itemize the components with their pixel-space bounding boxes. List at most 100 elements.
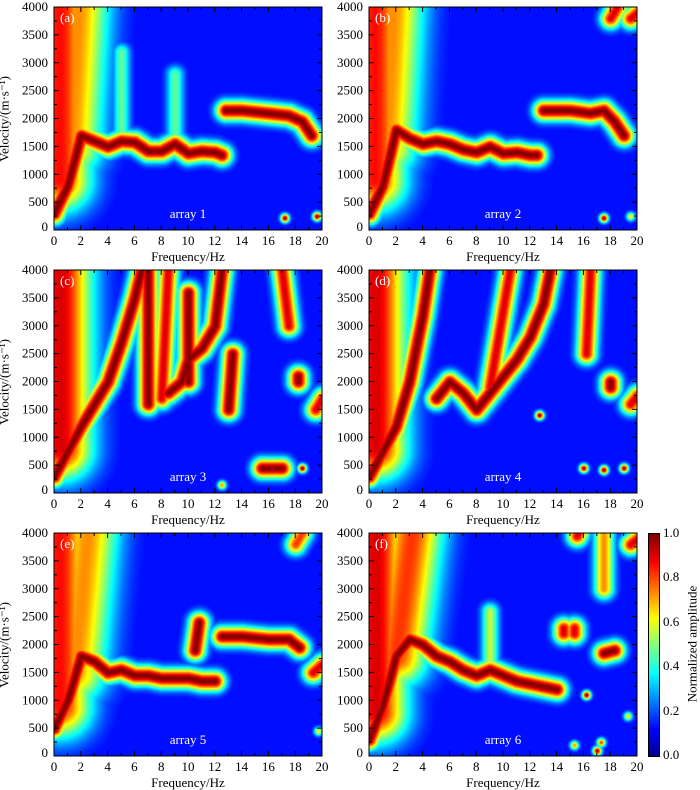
y-tick-label: 3000 — [22, 55, 48, 70]
heatmap-canvas — [369, 7, 637, 230]
y-tick-label: 2500 — [337, 609, 363, 624]
x-tick-label: 0 — [366, 496, 373, 511]
x-tick-label: 14 — [550, 759, 564, 774]
y-tick-label: 1000 — [337, 692, 363, 707]
x-tick-label: 18 — [604, 496, 617, 511]
x-tick-label: 18 — [604, 759, 617, 774]
x-tick-label: 16 — [577, 233, 591, 248]
x-tick-label: 20 — [316, 233, 329, 248]
y-tick-label: 0 — [357, 219, 364, 234]
x-tick-label: 0 — [51, 233, 58, 248]
y-tick-label: 3000 — [337, 318, 363, 333]
plot-frame — [368, 269, 638, 494]
y-tick-label: 4000 — [22, 525, 48, 540]
y-tick-label: 1000 — [22, 166, 48, 181]
x-tick-label: 4 — [419, 496, 426, 511]
x-tick-label: 2 — [78, 496, 85, 511]
y-tick-label: 2500 — [337, 83, 363, 98]
x-tick-label: 20 — [316, 496, 329, 511]
y-tick-label: 0 — [357, 482, 364, 497]
x-tick-label: 10 — [182, 496, 195, 511]
y-tick-label: 1500 — [337, 401, 363, 416]
x-tick-label: 20 — [631, 496, 644, 511]
x-tick-label: 6 — [131, 496, 138, 511]
y-tick-label: 1500 — [337, 664, 363, 679]
y-tick-label: 0 — [42, 482, 49, 497]
y-tick-label: 2500 — [22, 346, 48, 361]
y-tick-label: 1000 — [337, 429, 363, 444]
colorbar-tick-label: 1.0 — [663, 525, 680, 540]
colorbar-tick-label: 0.2 — [663, 702, 680, 718]
x-tick-label: 16 — [577, 759, 591, 774]
x-tick-label: 8 — [158, 759, 165, 774]
panel-label: (a) — [60, 10, 75, 25]
x-tick-label: 2 — [78, 759, 85, 774]
y-axis-label: Velocity/(m·s⁻¹) — [0, 602, 12, 688]
x-tick-label: 0 — [51, 496, 58, 511]
x-tick-label: 14 — [235, 496, 249, 511]
x-tick-label: 14 — [550, 496, 564, 511]
axes: 0 2 4 6 8 10 12 14 16 18 20 0 500 1000 1500 2000 2500 300… — [337, 525, 644, 774]
x-tick-label: 2 — [393, 233, 400, 248]
heatmap-canvas — [54, 533, 322, 756]
y-axis-label: Velocity/(m·s⁻¹) — [0, 339, 12, 425]
x-axis-label: Frequency/Hz — [466, 512, 540, 527]
y-tick-label: 1500 — [22, 401, 48, 416]
y-axis-label: Velocity/(m·s⁻¹) — [0, 76, 12, 162]
x-tick-label: 6 — [131, 233, 138, 248]
x-tick-label: 12 — [523, 233, 536, 248]
x-tick-label: 16 — [262, 496, 276, 511]
plot-frame — [53, 6, 323, 231]
y-tick-label: 1500 — [22, 138, 48, 153]
y-tick-label: 1000 — [22, 429, 48, 444]
x-tick-label: 2 — [393, 496, 400, 511]
axes: 0 2 4 6 8 10 12 14 16 18 20 0 500 1000 1500 2000 2500 300… — [337, 0, 644, 248]
plot-frame — [53, 269, 323, 494]
plot-frame — [368, 532, 638, 757]
y-tick-label: 4000 — [22, 262, 48, 277]
y-tick-label: 4000 — [22, 0, 48, 14]
colorbar-tick-label: 0.4 — [663, 658, 680, 674]
heatmap-canvas — [54, 7, 322, 230]
y-tick-label: 3500 — [22, 290, 48, 305]
x-tick-label: 20 — [631, 233, 644, 248]
x-tick-label: 8 — [473, 496, 480, 511]
x-tick-label: 16 — [262, 233, 276, 248]
plot-frame — [368, 6, 638, 231]
colorbar — [648, 533, 660, 757]
y-tick-label: 500 — [29, 194, 49, 209]
y-tick-label: 2000 — [337, 111, 363, 126]
y-tick-label: 4000 — [337, 262, 363, 277]
y-tick-label: 2500 — [22, 609, 48, 624]
y-tick-label: 500 — [344, 720, 364, 735]
axes: 0 2 4 6 8 10 12 14 16 18 20 0 500 1000 1500 2000 2500 300… — [22, 0, 329, 248]
x-tick-label: 0 — [366, 233, 373, 248]
x-tick-label: 18 — [604, 233, 617, 248]
y-tick-label: 2000 — [337, 637, 363, 652]
x-tick-label: 4 — [419, 759, 426, 774]
colorbar-tick-label: 0.8 — [663, 569, 680, 585]
x-tick-label: 8 — [473, 233, 480, 248]
y-tick-label: 1500 — [337, 138, 363, 153]
y-tick-label: 2500 — [22, 83, 48, 98]
y-tick-label: 2500 — [337, 346, 363, 361]
plot-frame — [53, 532, 323, 757]
heatmap-panel: 0 2 4 6 8 10 12 14 16 18 20 0 500 1000 1500 2000 2500 300… — [337, 262, 644, 527]
panel-label: (e) — [60, 536, 75, 551]
x-tick-label: 8 — [158, 496, 165, 511]
x-tick-label: 8 — [473, 759, 480, 774]
x-axis-label: Frequency/Hz — [151, 249, 225, 264]
y-tick-label: 500 — [344, 194, 364, 209]
y-tick-label: 500 — [29, 457, 49, 472]
panel-label: (b) — [375, 10, 391, 25]
x-tick-label: 18 — [289, 233, 302, 248]
y-tick-label: 0 — [42, 219, 49, 234]
x-tick-label: 2 — [78, 233, 85, 248]
y-tick-label: 1000 — [337, 166, 363, 181]
colorbar-tick-label: 0.6 — [663, 613, 680, 629]
y-tick-label: 2000 — [22, 111, 48, 126]
x-tick-label: 4 — [104, 233, 111, 248]
x-tick-label: 12 — [208, 233, 221, 248]
heatmap-canvas — [54, 270, 322, 493]
x-tick-label: 12 — [523, 496, 536, 511]
